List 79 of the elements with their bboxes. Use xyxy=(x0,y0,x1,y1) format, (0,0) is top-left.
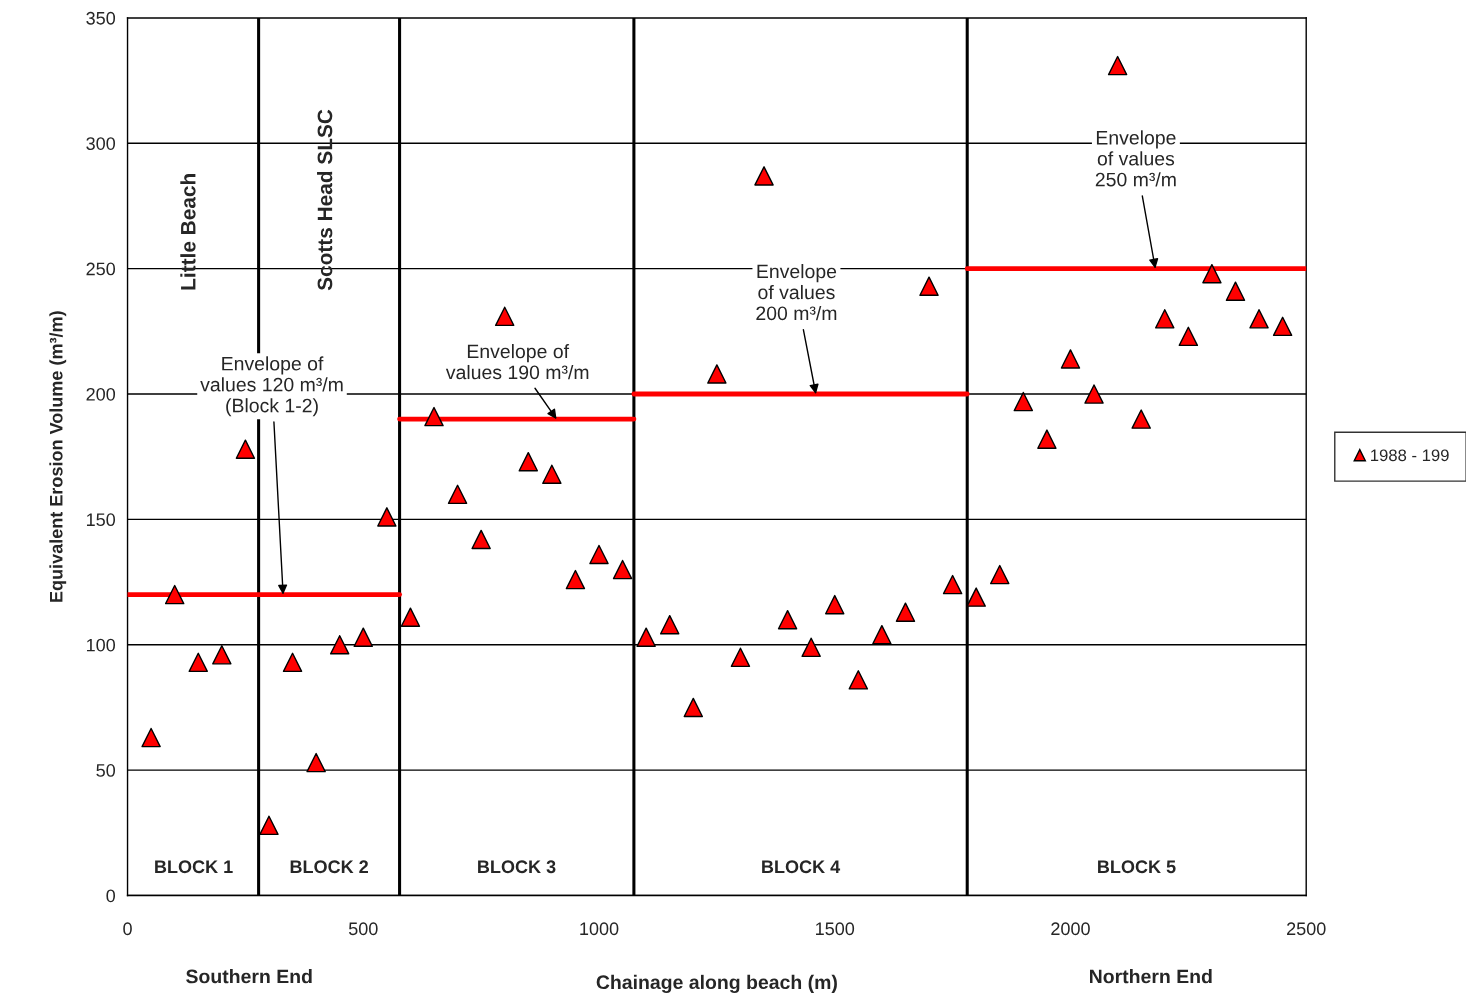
point xyxy=(1272,316,1293,337)
annotation: Scotts Head SLSC xyxy=(317,109,333,291)
annotation: Envelope of values 200 m³/m xyxy=(756,264,837,321)
point xyxy=(636,627,656,647)
point xyxy=(612,559,633,580)
point xyxy=(848,670,869,690)
y-tick-label: 100 xyxy=(86,638,116,652)
point xyxy=(754,166,774,186)
point xyxy=(212,645,232,665)
x-tick-label: 500 xyxy=(348,922,378,936)
y-tick-label: 150 xyxy=(86,513,116,527)
point xyxy=(188,652,209,673)
annotation: Little Beach xyxy=(180,174,196,290)
point xyxy=(895,602,916,622)
point xyxy=(990,564,1010,585)
point xyxy=(164,584,185,605)
point xyxy=(707,364,727,384)
point xyxy=(306,752,326,773)
y-tick-label: 200 xyxy=(86,387,116,401)
point xyxy=(400,607,421,627)
point xyxy=(777,609,798,630)
point xyxy=(1060,349,1081,369)
point xyxy=(329,635,350,655)
point xyxy=(1249,309,1269,329)
point xyxy=(801,637,821,658)
annotation: BLOCK 2 xyxy=(290,860,368,874)
y-tick-label: 300 xyxy=(86,137,116,150)
point xyxy=(377,507,397,527)
y-axis-title: Equivalent Erosion Volume (m³/m) xyxy=(49,311,67,602)
point xyxy=(683,697,704,718)
point xyxy=(1178,326,1199,347)
x-tick-label: 0 xyxy=(123,922,132,936)
point xyxy=(353,627,374,647)
point xyxy=(1225,281,1246,301)
legend-label: 1988 - 199 xyxy=(1371,449,1449,462)
point xyxy=(942,574,963,595)
point xyxy=(494,306,515,327)
point xyxy=(730,647,751,668)
x-tick-label: 1000 xyxy=(580,922,619,936)
y-tick-label: 50 xyxy=(96,764,116,777)
point xyxy=(471,529,491,550)
point xyxy=(1013,391,1034,412)
point xyxy=(919,276,939,296)
annotation: BLOCK 4 xyxy=(762,860,841,874)
text: Southern End xyxy=(186,969,312,984)
point xyxy=(1155,309,1175,329)
point xyxy=(518,451,539,472)
x-tick-label: 2000 xyxy=(1051,922,1090,936)
y-tick-label: 0 xyxy=(106,889,116,903)
point xyxy=(565,569,586,590)
annotation: BLOCK 5 xyxy=(1098,860,1176,874)
point xyxy=(872,624,892,645)
point xyxy=(542,464,562,485)
annotation: Envelope of values 120 m³/m (Block 1-2) xyxy=(200,356,343,417)
annotation: Envelope of values 250 m³/m xyxy=(1095,130,1176,187)
point xyxy=(1107,55,1128,76)
annotation: Envelope of values 190 m³/m xyxy=(445,344,589,380)
point xyxy=(1037,429,1057,449)
x-tick-label: 1500 xyxy=(816,922,855,936)
point xyxy=(282,652,303,673)
point xyxy=(1202,263,1222,284)
point xyxy=(1131,409,1151,429)
y-tick-label: 350 xyxy=(86,11,116,25)
x-tick-label: 2500 xyxy=(1287,922,1326,936)
point xyxy=(235,439,256,459)
point xyxy=(259,815,279,836)
point xyxy=(141,727,161,748)
y-tick-label: 250 xyxy=(86,262,116,276)
x-axis-title: Chainage along beach (m) xyxy=(596,974,837,994)
point xyxy=(424,406,444,427)
point xyxy=(966,587,986,607)
point xyxy=(447,484,468,505)
text: Northern End xyxy=(1090,969,1212,984)
point xyxy=(824,594,845,615)
annotation: BLOCK 3 xyxy=(478,860,556,874)
point xyxy=(1084,384,1104,404)
point xyxy=(589,544,609,565)
annotation: BLOCK 1 xyxy=(155,860,233,874)
point xyxy=(659,614,680,635)
